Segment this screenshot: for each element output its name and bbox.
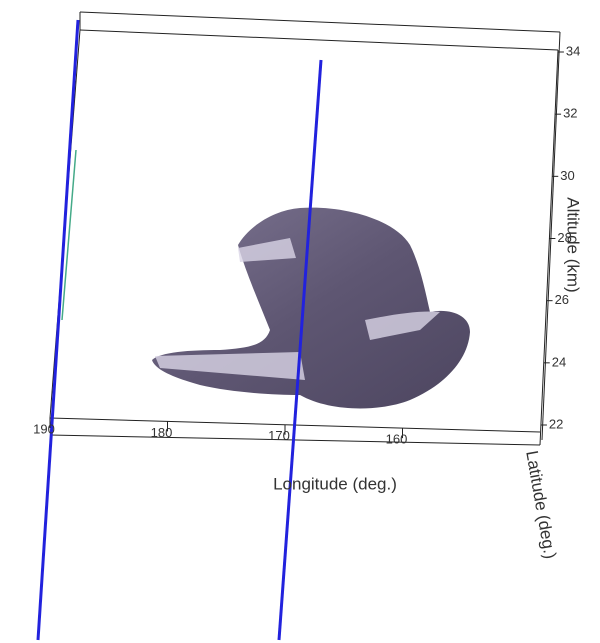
surface-highlight [155, 238, 440, 380]
trajectory-line [277, 59, 323, 641]
y-tick-label: 24 [552, 354, 566, 369]
y-tick-label: 30 [560, 168, 574, 183]
x-axis-label: Longitude (deg.) [273, 474, 397, 493]
x-tick-label: 190 [33, 421, 55, 436]
y-tick-label: 34 [566, 43, 580, 58]
x-tick-label: 170 [268, 428, 290, 443]
y-tick-label: 26 [555, 292, 569, 307]
y-tick-label: 32 [563, 106, 577, 121]
z-axis-label: Latitude (deg.) [522, 449, 560, 560]
y-tick-label: 28 [557, 230, 571, 245]
trajectory-line [36, 19, 80, 641]
isosurface [152, 207, 470, 409]
x-tick-label: 180 [151, 425, 173, 440]
trajectory-line [61, 149, 77, 321]
y-tick-label: 22 [549, 416, 563, 431]
x-tick-label: 160 [386, 432, 408, 447]
y-axis-label: Altitude (km) [564, 197, 583, 292]
